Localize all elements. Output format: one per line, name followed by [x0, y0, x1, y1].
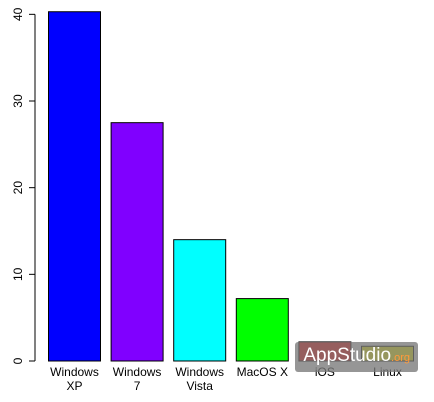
bar [48, 11, 101, 362]
y-tick-label: 30 [11, 94, 25, 108]
watermark-main: AppStudio [303, 345, 392, 366]
y-tick-label: 0 [11, 357, 25, 364]
x-category-label: MacOS X [237, 365, 288, 379]
y-tick-label: 40 [11, 7, 25, 21]
appstudio-watermark: AppStudio.org [295, 342, 418, 372]
x-category-label: Windows 7 [113, 365, 162, 393]
y-axis: 0 10 20 30 40 [11, 7, 36, 364]
y-tick-label: 10 [11, 267, 25, 281]
x-category-label: Windows Vista [175, 365, 224, 393]
y-tick-label: 20 [11, 181, 25, 195]
bar [235, 298, 289, 362]
watermark-suffix: .org [391, 352, 410, 364]
bar [110, 122, 164, 362]
bar [173, 239, 227, 362]
bars [48, 11, 414, 362]
x-category-label: Windows XP [50, 365, 99, 393]
